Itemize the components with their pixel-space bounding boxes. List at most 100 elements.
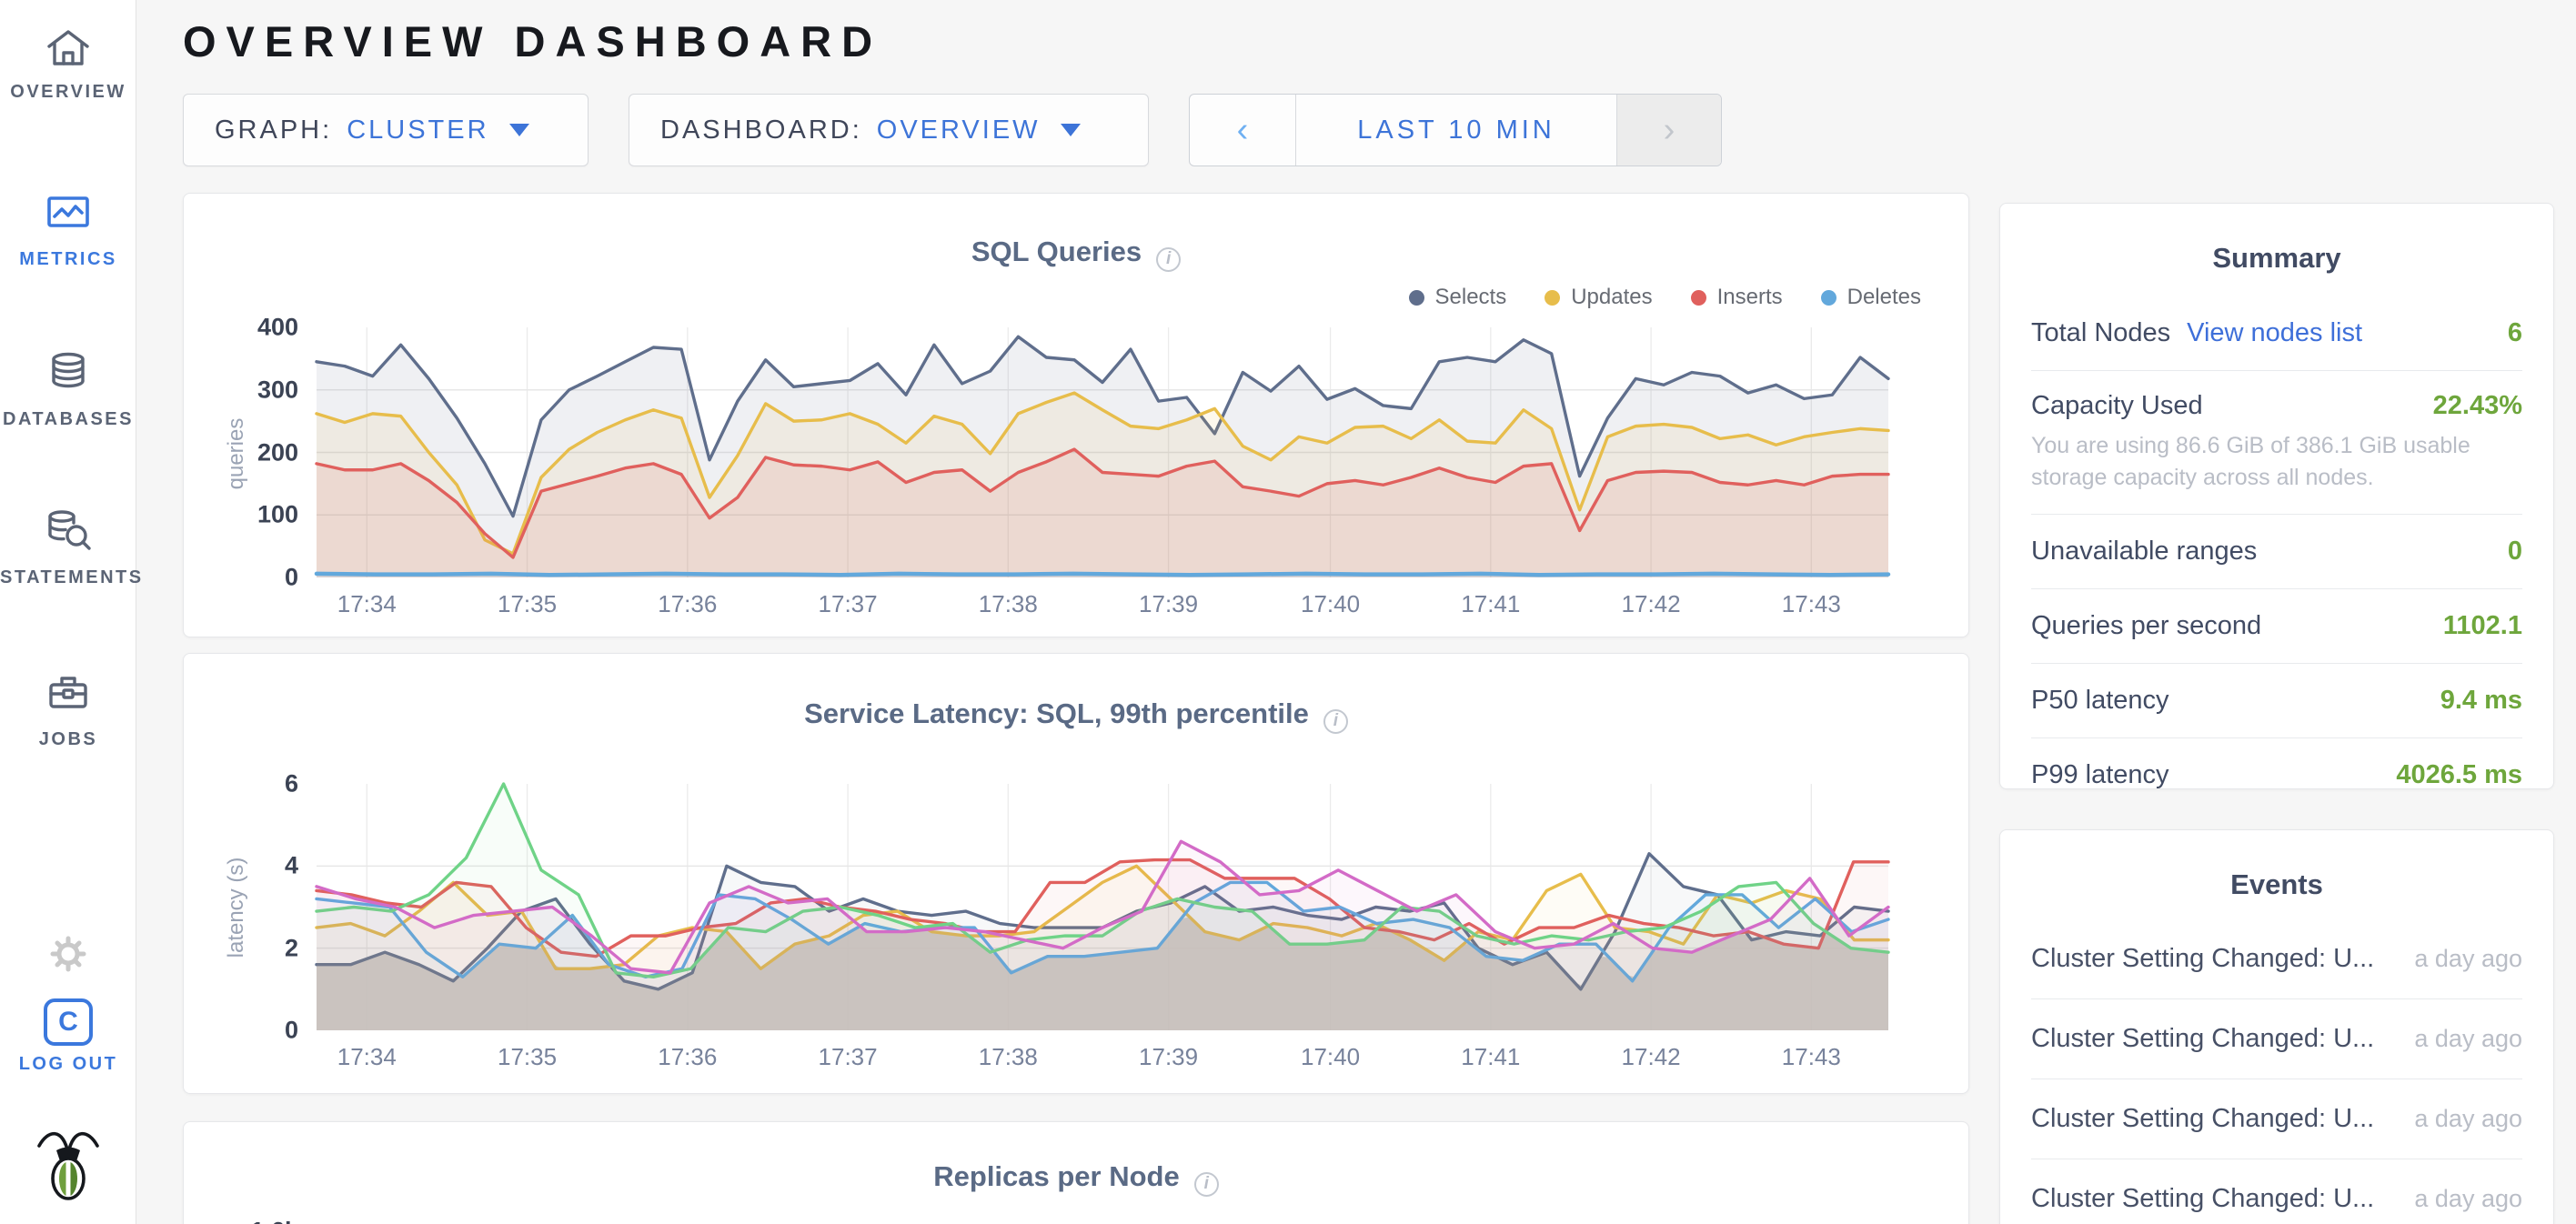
y-tick-label: 0 [284, 563, 298, 591]
y-tick-label: 100 [257, 500, 298, 528]
x-tick-label: 17:41 [1461, 1043, 1521, 1070]
y-tick-label: 400 [257, 313, 298, 341]
sidebar-item-label: DATABASES [3, 409, 134, 429]
events-title: Events [2230, 868, 2323, 900]
sql-queries-plot[interactable] [317, 327, 1888, 577]
sidebar: OVERVIEW METRICS DATABASES STATEMENTS [0, 0, 141, 1224]
x-tick-label: 17:39 [1139, 1043, 1199, 1070]
event-row: Cluster Setting Changed: U... a day ago [2031, 919, 2522, 999]
dashboard-dropdown[interactable]: DASHBOARD: OVERVIEW [629, 94, 1149, 166]
sidebar-item-metrics[interactable]: METRICS [0, 187, 136, 270]
summary-row-qps: Queries per second 1102.1 [2031, 589, 2522, 664]
summary-row-p50-latency: P50 latency 9.4 ms [2031, 664, 2522, 738]
event-text[interactable]: Cluster Setting Changed: U... [2031, 1104, 2375, 1133]
sidebar-item-databases[interactable]: DATABASES [0, 347, 136, 430]
dashboard-dropdown-value: OVERVIEW [876, 115, 1041, 145]
time-range-value[interactable]: LAST 10 MIN [1357, 115, 1555, 145]
summary-title: Summary [2212, 242, 2341, 274]
chart-title: Service Latency: SQL, 99th percentile i [184, 697, 1968, 734]
gear-icon [44, 936, 93, 982]
sidebar-item-statements[interactable]: STATEMENTS [0, 506, 141, 588]
summary-row-total-nodes: Total Nodes View nodes list 6 [2031, 296, 2522, 371]
summary-panel: Summary Total Nodes View nodes list 6 Cap… [1999, 203, 2554, 789]
summary-value: 4026.5 ms [2396, 760, 2522, 789]
summary-value: 9.4 ms [2440, 686, 2522, 715]
chart-title: SQL Queries i [184, 236, 1968, 272]
database-icon [43, 352, 94, 400]
summary-row-unavailable-ranges: Unavailable ranges 0 [2031, 515, 2522, 589]
y-tick-label: 4 [284, 851, 298, 879]
chevron-down-icon [508, 124, 529, 136]
info-icon[interactable]: i [1323, 708, 1348, 734]
info-icon[interactable]: i [1156, 246, 1182, 272]
x-tick-label: 17:36 [658, 1043, 718, 1070]
sql-queries-chart-card: SQL Queries i Selects Updates Inserts Del… [183, 193, 1969, 637]
page-title: OVERVIEW DASHBOARD [183, 17, 883, 65]
chevron-right-icon: › [1663, 110, 1675, 149]
event-row: Cluster Setting Changed: U... a day ago [2031, 999, 2522, 1079]
event-time: a day ago [2414, 1105, 2522, 1132]
sidebar-item-label: METRICS [19, 249, 117, 269]
event-text[interactable]: Cluster Setting Changed: U... [2031, 1184, 2375, 1213]
view-nodes-list-link[interactable]: View nodes list [2187, 318, 2363, 347]
event-text[interactable]: Cluster Setting Changed: U... [2031, 1024, 2375, 1053]
summary-label: P99 latency [2031, 760, 2169, 789]
x-tick-label: 17:34 [337, 1043, 397, 1070]
summary-row-capacity-used: Capacity Used 22.43% You are using 86.6 … [2031, 371, 2522, 515]
x-tick-label: 17:40 [1301, 1043, 1361, 1070]
summary-value: 22.43% [2432, 391, 2522, 420]
summary-label: Capacity Used [2031, 391, 2203, 420]
summary-label: Total Nodes [2031, 318, 2171, 347]
legend-dot [1408, 289, 1424, 306]
x-tick-label: 17:40 [1301, 590, 1361, 617]
legend-item-deletes[interactable]: Deletes [1820, 285, 1921, 310]
chart-title: Replicas per Node i [184, 1160, 1968, 1197]
sidebar-item-overview[interactable]: OVERVIEW [0, 24, 136, 103]
sidebar-item-label: JOBS [38, 729, 98, 749]
x-tick-label: 17:36 [658, 590, 718, 617]
statements-icon [43, 510, 94, 558]
x-tick-label: 17:39 [1139, 590, 1199, 617]
legend-dot [1820, 289, 1836, 306]
chart-legend: Selects Updates Inserts Deletes [1408, 285, 1921, 310]
briefcase-icon [43, 677, 94, 720]
event-row: Cluster Setting Changed: U... a day ago [2031, 1159, 2522, 1224]
legend-dot [1690, 289, 1706, 306]
x-tick-label: 17:37 [818, 590, 878, 617]
event-time: a day ago [2414, 1185, 2522, 1212]
y-tick-label: 2 [284, 934, 298, 962]
sidebar-item-jobs[interactable]: JOBS [0, 667, 136, 750]
time-range-prev-button[interactable]: ‹ [1190, 95, 1296, 166]
service-latency-chart-card: Service Latency: SQL, 99th percentile i l… [183, 653, 1969, 1094]
events-panel: Events Cluster Setting Changed: U... a d… [1999, 829, 2554, 1224]
sidebar-item-logout[interactable]: C LOG OUT [0, 998, 136, 1075]
x-tick-label: 17:35 [498, 1043, 558, 1070]
x-tick-label: 17:42 [1621, 590, 1681, 617]
legend-item-selects[interactable]: Selects [1408, 285, 1506, 310]
service-latency-plot[interactable] [317, 784, 1888, 1030]
x-tick-label: 17:43 [1781, 1043, 1841, 1070]
y-axis-ticks: 6 4 2 0 [231, 770, 307, 1044]
x-tick-label: 17:38 [978, 1043, 1038, 1070]
graph-dropdown-label: GRAPH: [215, 115, 333, 145]
settings-gear-button[interactable] [0, 929, 136, 983]
x-tick-label: 17:41 [1461, 590, 1521, 617]
legend-item-inserts[interactable]: Inserts [1690, 285, 1783, 310]
graph-dropdown-value: CLUSTER [347, 115, 489, 145]
info-icon[interactable]: i [1193, 1171, 1219, 1197]
logout-icon: C [44, 998, 93, 1046]
dashboard-controls: GRAPH: CLUSTER DASHBOARD: OVERVIEW ‹ LAS… [183, 94, 1722, 166]
cockroach-logo [0, 1126, 136, 1207]
time-range-selector: ‹ LAST 10 MIN › [1189, 94, 1722, 166]
event-text[interactable]: Cluster Setting Changed: U... [2031, 944, 2375, 973]
graph-dropdown[interactable]: GRAPH: CLUSTER [183, 94, 589, 166]
sidebar-item-label: OVERVIEW [10, 82, 126, 102]
legend-dot [1545, 289, 1561, 306]
summary-value: 6 [2507, 318, 2522, 347]
home-icon [43, 30, 94, 73]
legend-item-updates[interactable]: Updates [1545, 285, 1653, 310]
time-range-next-button-disabled[interactable]: › [1616, 95, 1721, 166]
summary-value: 1102.1 [2442, 611, 2522, 640]
